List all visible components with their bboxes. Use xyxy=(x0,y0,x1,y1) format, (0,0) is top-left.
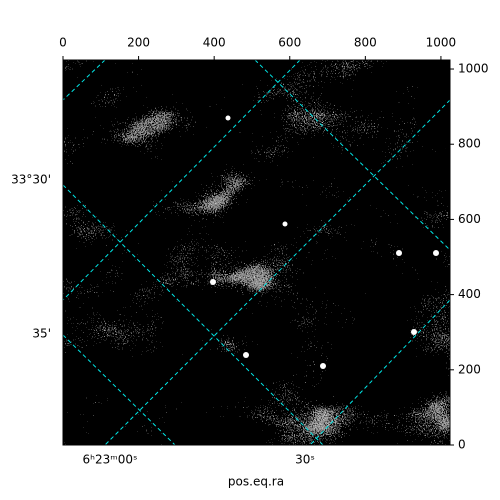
ra-tick xyxy=(304,440,309,446)
y-tick-label: 600 xyxy=(458,212,481,226)
x-tick-label: 200 xyxy=(127,36,150,50)
wcs-grid-line xyxy=(63,334,176,445)
dec-tick-label: 33°30' xyxy=(11,173,51,187)
x-tick-label: 0 xyxy=(59,36,67,50)
x-tick-label: 800 xyxy=(354,36,377,50)
wcs-grid-line xyxy=(63,184,324,445)
dec-tick xyxy=(62,330,68,335)
x-tick-label: 400 xyxy=(203,36,226,50)
y-tick-label: 1000 xyxy=(458,62,489,76)
wcs-grid-line xyxy=(309,299,450,445)
axes-frame xyxy=(62,59,451,446)
ra-tick xyxy=(109,440,114,446)
dec-tick xyxy=(62,176,68,181)
wcs-grid xyxy=(63,60,450,445)
wcs-grid-line xyxy=(63,60,106,101)
wcs-grid-line xyxy=(104,99,450,445)
sky-image xyxy=(63,60,450,445)
ra-tick-label: 30ˢ xyxy=(295,453,315,467)
wcs-grid-line xyxy=(254,60,450,251)
y-tick-label: 0 xyxy=(458,438,466,452)
y-tick-label: 200 xyxy=(458,362,481,376)
y-tick-label: 400 xyxy=(458,287,481,301)
dec-tick-label: 35' xyxy=(32,327,51,341)
x-tick-label: 1000 xyxy=(426,36,457,50)
x-axis-label: pos.eq.ra xyxy=(228,475,284,489)
x-tick-label: 600 xyxy=(278,36,301,50)
ra-tick-label: 6ʰ23ᵐ00ˢ xyxy=(83,453,138,467)
y-tick-label: 800 xyxy=(458,137,481,151)
wcs-grid-line xyxy=(63,60,301,301)
